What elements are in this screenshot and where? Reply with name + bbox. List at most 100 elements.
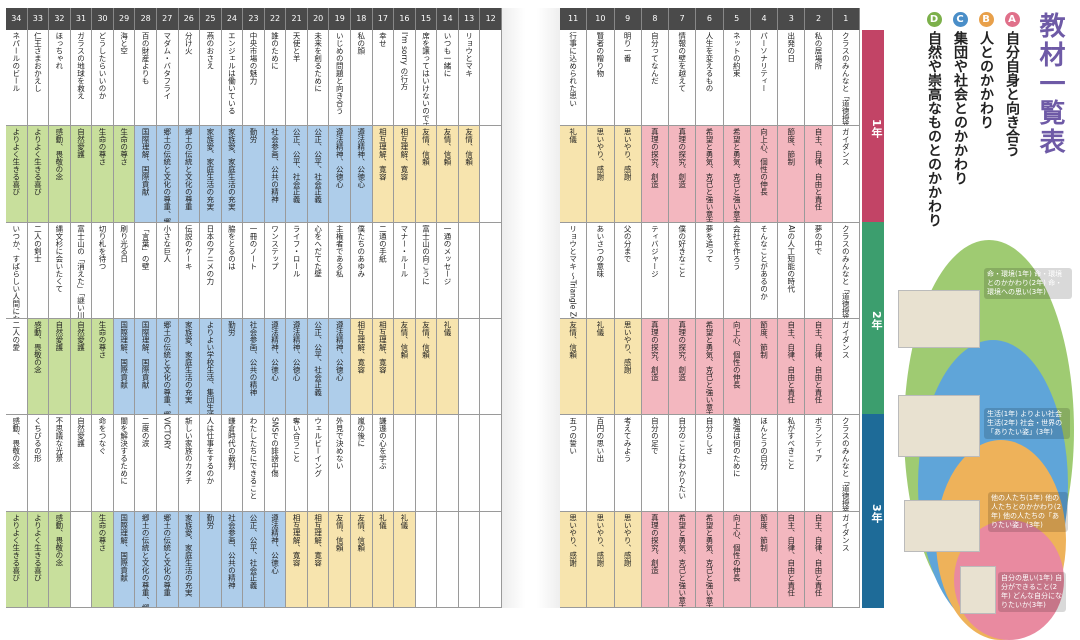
column-number: 12 (480, 8, 502, 30)
content-item: 礼儀 (595, 320, 605, 336)
material-name: リョウとマキ ～Triangle Zone～ (568, 224, 578, 319)
content-cell: 遵法精神、公徳心 (329, 126, 350, 223)
content-item: 向上心、個性の伸長 (732, 513, 742, 582)
content-item: 礼儀 (399, 513, 409, 529)
table-column: 未来を創るために 公正、公平、社会正義 心をへだてた壁 公正、公平、社会正義 ウェルビー… (307, 30, 330, 608)
material-name: 賢者の贈り物 (595, 32, 605, 77)
column-number: 20 (307, 8, 330, 30)
material-cell: ネパールのビール (6, 30, 27, 127)
table-column: ネットの約束 希望と勇気、克己と強い意志 会社を作ろう 向上心、個性の伸長 勉強は何のた… (723, 30, 751, 608)
content-item: 友情、信頼 (421, 320, 431, 359)
material-name: 謙遜の心を学ぶ (378, 417, 388, 470)
content-item: 思いやり、感謝 (623, 128, 633, 181)
column-number: 21 (286, 8, 308, 30)
column-number: 1 (832, 8, 860, 30)
content-item: 思いやり、感謝 (568, 513, 578, 567)
content-item: 向上心、個性の伸長 (759, 128, 769, 196)
material-cell: いじめの問題と向き合う (329, 30, 350, 127)
content-cell: 公正、公平、社会正義 (307, 318, 329, 416)
material-name: いじめの問題と向き合う (335, 32, 345, 115)
table-column: 自分ってなんだ 真理の探究、創造 ティバジャージ 真理の探究、創造 自分の足で 真理の探究… (641, 30, 670, 608)
content-item: よりよく生きる喜び (33, 513, 43, 582)
material-cell: エンジェルは働いている (221, 30, 243, 127)
content-cell: 二人の愛 (6, 318, 27, 416)
content-item: 遵法精神、公徳心 (270, 320, 280, 381)
material-name: ネパールのビール (11, 32, 21, 92)
material-cell: 小さな巨人 (156, 222, 178, 319)
material-cell: 海と空 (113, 30, 135, 127)
content-item: 向上心、個性の伸長 (732, 320, 742, 389)
column-number: 3 (778, 8, 806, 30)
content-cell: 友情、信頼 (415, 318, 437, 416)
content-cell: 国際理解、国際貢献 (113, 318, 135, 416)
left-column-header-row: 34 33 32 31 30 29 28 27 26 25 24 23 22 21 20 19 18 17 16 15… (6, 8, 502, 30)
year-1-band: 1年 (862, 30, 884, 222)
overview-panel: 教材一覧表 A自分自身と向き合う B人とのかかわり C集団や社会とのかかわり D… (884, 0, 1080, 640)
material-name: 主権者である私 (335, 224, 345, 278)
material-name: ティバジャージ (650, 224, 660, 278)
column-number: 4 (750, 8, 779, 30)
content-item: よりよい学校生活、集団生活の充実 (205, 320, 215, 416)
column-number: 18 (351, 8, 373, 30)
content-cell: 節度、節制 (750, 318, 778, 416)
content-cell: 生命の尊さ (92, 126, 113, 223)
content-item: 思いやり、感謝 (595, 128, 605, 181)
content-cell: 相互理解、寛容 (307, 511, 329, 608)
material-cell: 私の顔 (351, 30, 372, 127)
content-cell: 節度、節制 (750, 511, 778, 608)
column-number: 30 (92, 8, 114, 30)
content-item: ガイダンス (841, 128, 851, 166)
material-cell: 「言葉」の壁 (135, 222, 156, 319)
content-cell: 真理の探究、創造 (669, 126, 696, 223)
content-item: 希望と勇気、克己と強い意志 (704, 320, 714, 416)
content-item: 自然愛護 (76, 128, 86, 159)
content-item: 国際理解、国際貢献 (141, 320, 151, 389)
material-cell: ボランティア (805, 415, 832, 512)
content-cell: 真理の探究、創造 (641, 126, 669, 223)
material-cell: 燕のおさえ (200, 30, 221, 127)
material-cell: クラスのみんなと「道徳授業」を創り出そう (832, 222, 859, 319)
material-cell: 誰のために (264, 30, 286, 127)
material-name: 不思議な光景 (54, 417, 64, 463)
content-cell: 向上心、個性の伸長 (723, 318, 750, 416)
content-cell: 相互理解、寛容 (351, 318, 372, 416)
table-column: 海と空 生命の尊さ 刷り光る日 国際理解、国際貢献 闇を解決するために 国際理解、国際貢献 (113, 30, 136, 608)
material-name: クラスのみんなと「道徳授業」を創り出そう (841, 32, 851, 127)
content-item: 国際理解、国際貢献 (141, 128, 151, 196)
material-name: 天使と羊 (292, 32, 302, 62)
column-number: 14 (437, 8, 459, 30)
material-cell: 私の居場所 (805, 30, 832, 127)
content-item: 自主、自律、自由と責任 (786, 320, 796, 404)
column-number: 28 (135, 8, 157, 30)
content-cell: 公正、公平、社会正義 (243, 511, 264, 608)
material-name: 外見で決めない (335, 417, 345, 470)
material-cell: SNSでの誹謗中傷 (264, 415, 286, 512)
material-cell (480, 222, 501, 319)
material-name: AIの人工知能の時代 (786, 224, 796, 292)
material-cell: 会社を作ろう (723, 222, 750, 319)
material-name: リョウとマキ (464, 32, 474, 77)
material-name: 小さな巨人 (162, 224, 172, 263)
table-column: いつも一緒に 友情、信頼 一通のメッセージ 礼儀 (437, 30, 459, 608)
material-cell: 自然愛護 (70, 415, 92, 512)
content-item: 郷土の伝統と文化の尊重、郷土を愛する態度 (162, 320, 172, 416)
material-cell: 行事に込められた思い (560, 30, 587, 127)
content-cell: 感動、畏敬の念 (49, 511, 70, 608)
material-name: 明り一番 (623, 32, 633, 62)
content-item: 思いやり、感謝 (623, 513, 633, 567)
material-cell: 父の分まで (614, 222, 641, 319)
content-item: 自然愛護 (54, 320, 64, 351)
material-cell: 不思議な光景 (49, 415, 70, 512)
material-cell: ほっちゃれ (49, 30, 70, 127)
material-name: 幸せ (378, 32, 388, 47)
content-item: 真理の探究、創造 (650, 128, 660, 189)
table-column: 誰のために 社会参画、公共の精神 ワンステップ 遵法精神、公徳心 SNSでの誹謗中傷 遵法… (264, 30, 287, 608)
content-cell: 自主、自律、自由と責任 (805, 318, 832, 416)
content-cell: 思いやり、感謝 (587, 511, 614, 608)
content-item: ガイダンス (841, 320, 851, 359)
content-item: よりよく生きる喜び (33, 128, 43, 196)
material-cell: ウェルビーイング (307, 415, 329, 512)
content-cell: よりよく生きる喜び (27, 126, 49, 223)
material-name: 誰のために (270, 32, 280, 70)
content-cell: よりよく生きる喜び (27, 511, 49, 608)
